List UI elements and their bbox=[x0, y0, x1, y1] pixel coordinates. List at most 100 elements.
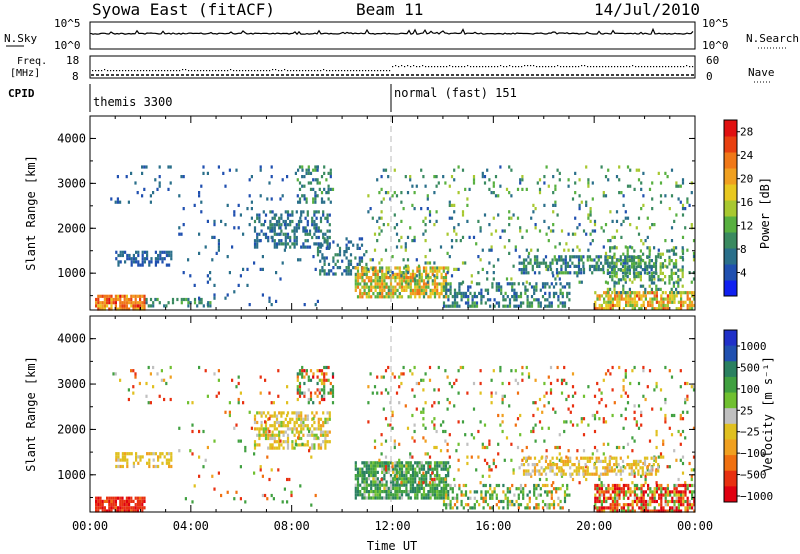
data-cell bbox=[275, 420, 279, 425]
data-cell bbox=[445, 487, 448, 491]
freq-dot bbox=[617, 66, 619, 68]
data-cell bbox=[620, 294, 623, 298]
data-cell bbox=[312, 417, 315, 421]
data-cell bbox=[458, 285, 461, 289]
data-cell bbox=[522, 301, 525, 305]
freq-dot bbox=[590, 66, 592, 68]
data-cell bbox=[467, 301, 470, 305]
data-cell bbox=[449, 285, 452, 289]
data-cell bbox=[620, 235, 623, 239]
freq-dot bbox=[284, 69, 286, 71]
data-cell bbox=[420, 272, 423, 276]
data-cell bbox=[163, 304, 166, 308]
data-cell bbox=[420, 279, 423, 283]
velocity-data bbox=[95, 365, 696, 513]
data-cell bbox=[597, 264, 600, 268]
data-cell bbox=[541, 506, 545, 510]
data-cell bbox=[456, 493, 459, 497]
data-cell bbox=[561, 304, 564, 308]
data-cell bbox=[585, 465, 588, 469]
data-cell bbox=[571, 255, 574, 259]
data-cell bbox=[563, 429, 566, 434]
data-cell bbox=[369, 372, 372, 376]
data-cell bbox=[341, 272, 344, 276]
data-cell bbox=[404, 175, 407, 179]
data-cell bbox=[367, 464, 371, 468]
freq-dot bbox=[524, 65, 526, 67]
data-cell bbox=[273, 239, 276, 243]
data-cell bbox=[114, 200, 117, 204]
data-cell bbox=[552, 295, 556, 299]
data-cell bbox=[128, 307, 131, 311]
data-cell bbox=[211, 258, 214, 262]
data-cell bbox=[519, 301, 523, 305]
data-cell bbox=[513, 298, 516, 302]
data-cell bbox=[233, 497, 236, 501]
data-cell bbox=[626, 255, 629, 259]
data-cell bbox=[442, 276, 445, 280]
data-cell bbox=[359, 493, 362, 497]
data-cell bbox=[567, 184, 570, 188]
data-cell bbox=[560, 229, 564, 233]
data-cell bbox=[522, 469, 526, 473]
freq-dot bbox=[431, 66, 433, 68]
data-cell bbox=[606, 261, 609, 265]
data-cell bbox=[653, 509, 656, 513]
data-cell bbox=[372, 493, 375, 497]
data-cell bbox=[534, 226, 537, 230]
data-cell bbox=[624, 255, 627, 259]
data-cell bbox=[651, 307, 654, 311]
data-cell bbox=[602, 229, 605, 233]
data-cell bbox=[675, 252, 678, 256]
data-cell bbox=[444, 272, 448, 276]
data-cell bbox=[641, 466, 644, 470]
data-cell bbox=[126, 461, 129, 465]
data-cell bbox=[389, 461, 393, 465]
data-cell bbox=[422, 232, 425, 236]
data-cell bbox=[447, 266, 450, 270]
data-cell bbox=[260, 411, 263, 415]
data-cell bbox=[462, 295, 465, 299]
data-cell bbox=[356, 243, 359, 247]
data-cell bbox=[250, 200, 253, 204]
data-cell bbox=[449, 288, 452, 292]
data-cell bbox=[374, 480, 377, 484]
data-cell bbox=[378, 458, 381, 462]
data-cell bbox=[147, 401, 150, 405]
data-cell bbox=[580, 420, 583, 424]
data-cell bbox=[633, 499, 636, 504]
data-cell bbox=[502, 304, 505, 308]
data-cell bbox=[106, 509, 109, 513]
data-cell bbox=[482, 496, 485, 500]
data-cell bbox=[261, 293, 264, 297]
data-cell bbox=[95, 509, 98, 513]
data-cell bbox=[291, 443, 294, 447]
data-cell bbox=[642, 294, 645, 298]
data-cell bbox=[271, 446, 274, 450]
data-cell bbox=[638, 506, 641, 510]
data-cell bbox=[532, 429, 535, 434]
data-cell bbox=[598, 474, 601, 478]
data-cell bbox=[409, 175, 412, 179]
data-cell bbox=[403, 477, 406, 481]
freq-dot bbox=[416, 66, 418, 68]
data-cell bbox=[314, 178, 317, 182]
data-cell bbox=[426, 197, 429, 201]
data-cell bbox=[327, 262, 331, 266]
data-cell bbox=[539, 288, 542, 292]
data-cell bbox=[398, 276, 401, 280]
data-cell bbox=[633, 275, 636, 279]
data-cell bbox=[640, 303, 643, 308]
data-cell bbox=[646, 456, 649, 460]
freq-dot bbox=[287, 70, 289, 72]
data-cell bbox=[672, 284, 675, 288]
data-cell bbox=[446, 397, 449, 402]
data-cell bbox=[444, 477, 447, 482]
data-cell bbox=[384, 468, 388, 472]
data-cell bbox=[642, 303, 645, 308]
data-cell bbox=[316, 246, 320, 250]
data-cell bbox=[407, 470, 410, 474]
data-cell bbox=[376, 178, 379, 182]
data-cell bbox=[609, 509, 612, 513]
data-cell bbox=[185, 297, 188, 302]
